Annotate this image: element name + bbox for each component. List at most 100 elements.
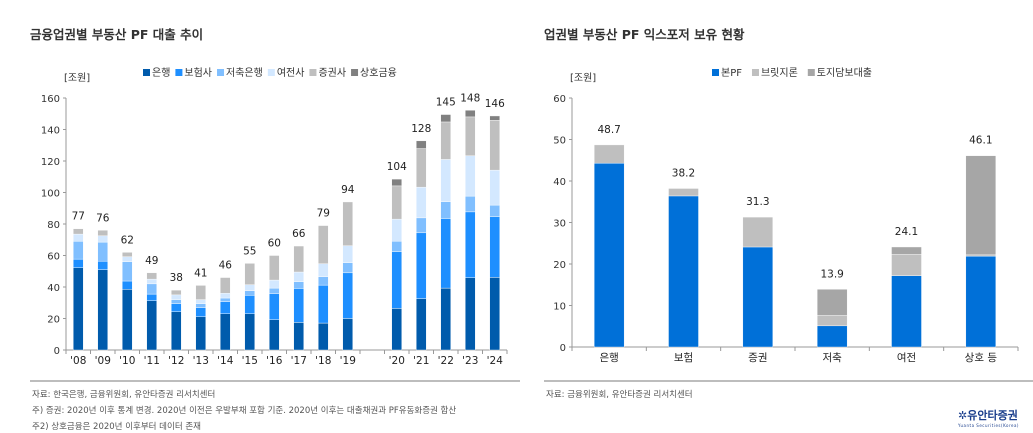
bar-segment-저축은행 [97,241,108,262]
y-tick-label: 140 [41,126,60,137]
total-label: 104 [387,161,407,173]
bar-segment-증권사 [269,255,280,281]
total-label: 76 [96,212,110,224]
bar-segment-은행 [122,289,133,351]
x-tick-label: '18 [315,355,331,367]
left-note-1: 주) 증권: 2020년 이후 통계 변경. 2020년 이전은 우발부채 포함… [32,406,457,416]
bar-segment-본PF [668,195,699,348]
logo-icon: ✲ [958,409,968,422]
bar-segment-저축은행 [195,303,206,308]
x-tick-label: '17 [291,355,307,367]
legend-label-1: 본PF [721,67,742,79]
x-tick-label: 은행 [600,352,619,364]
bar-segment-여전사 [122,256,133,263]
bar-segment-은행 [489,277,500,351]
bar-segment-여전사 [440,159,451,202]
legend-label-3: 토지담보대출 [817,67,872,79]
bar-segment-여전사 [465,155,476,197]
bar-segment-증권사 [293,245,304,273]
y-tick-label: 0 [54,346,60,357]
bar-segment-저축은행 [73,241,84,260]
legend-swatch [175,69,183,76]
total-label: 46 [219,260,233,272]
total-label: 66 [292,228,306,240]
y-tick-label: 80 [47,220,60,231]
total-label: 49 [145,255,158,267]
bar-segment-은행 [195,316,206,351]
bar-segment-보험사 [73,258,84,268]
bar-segment-은행 [440,287,451,351]
total-label: 79 [317,208,330,220]
x-tick-label: '09 [95,355,111,367]
logo-subtext: Yuanta Securities(Korea) [958,423,1019,428]
legend-label-6: 상호금융 [360,67,397,79]
bar-segment-보험사 [318,284,329,324]
bar-segment-보험사 [269,293,280,320]
y-tick-label: 60 [553,94,566,105]
y-tick-label: 40 [47,283,60,294]
bar-segment-증권사 [489,120,500,171]
bar-segment-저축은행 [465,195,476,213]
bar-segment-여전사 [171,294,182,300]
legend-label-4: 여전사 [277,67,305,79]
x-tick-label: 여전 [897,352,916,364]
right-divider [544,380,1033,382]
bar-segment-저축은행 [440,201,451,219]
bar-segment-본PF [593,162,625,348]
bar-segment-보험사 [416,232,427,299]
bar-segment-저축은행 [293,281,304,289]
bar-segment-보험사 [195,307,206,317]
bar-segment-보험사 [440,218,451,289]
total-label: 62 [121,234,134,246]
bar-segment-은행 [244,313,255,351]
bar-segment-은행 [465,277,476,351]
bar-segment-보험사 [391,251,402,309]
right-chart-title: 업권별 부동산 PF 익스포저 보유 현황 [544,27,745,42]
bar-segment-상호금융 [391,178,402,187]
bar-segment-여전사 [73,233,84,242]
x-tick-label: '19 [340,355,356,367]
y-tick-label: 20 [553,260,566,271]
bar-segment-은행 [318,322,329,351]
total-label: 41 [194,267,207,279]
legend-label-5: 증권사 [318,67,346,79]
bar-segment-본PF [891,275,922,348]
bar-segment-본PF [816,325,848,348]
bar-segment-저축은행 [489,204,500,217]
bar-segment-여전사 [342,245,353,263]
bar-segment-상호금융 [416,140,427,149]
bar-segment-은행 [73,267,84,351]
x-tick-label: '11 [144,355,160,367]
bar-segment-은행 [416,298,427,351]
y-tick-label: 60 [47,252,60,263]
bar-segment-상호금융 [465,110,476,118]
bar-segment-은행 [391,308,402,351]
total-label: 38 [170,272,183,284]
x-tick-label: '12 [168,355,184,367]
bar-segment-여전사 [244,284,255,291]
bar-segment-보험사 [122,280,133,290]
x-tick-label: '24 [487,355,504,367]
x-tick-label: '20 [389,355,405,367]
y-tick-label: 0 [560,343,566,354]
logo-text: 유안타증권 [967,409,1018,422]
x-tick-label: '15 [242,355,258,367]
y-tick-label: 50 [553,136,566,147]
bar-segment-저축은행 [416,217,427,234]
bar-segment-토지담보대출 [965,155,997,256]
bar-segment-은행 [342,318,353,351]
bar-segment-브릿지론 [816,315,848,327]
legend-swatch [217,69,225,76]
bar-segment-증권사 [416,148,427,188]
total-label: 13.9 [820,268,843,280]
x-tick-label: 증권 [748,352,767,364]
bar-segment-브릿지론 [742,216,774,248]
bar-segment-본PF [965,255,997,348]
total-label: 48.7 [597,124,620,136]
bar-segment-상호금융 [489,115,500,121]
bar-segment-증권사 [97,230,108,237]
bar-segment-보험사 [146,293,157,301]
bar-segment-저축은행 [220,297,231,302]
total-label: 146 [485,98,505,110]
total-label: 31.3 [746,196,769,208]
